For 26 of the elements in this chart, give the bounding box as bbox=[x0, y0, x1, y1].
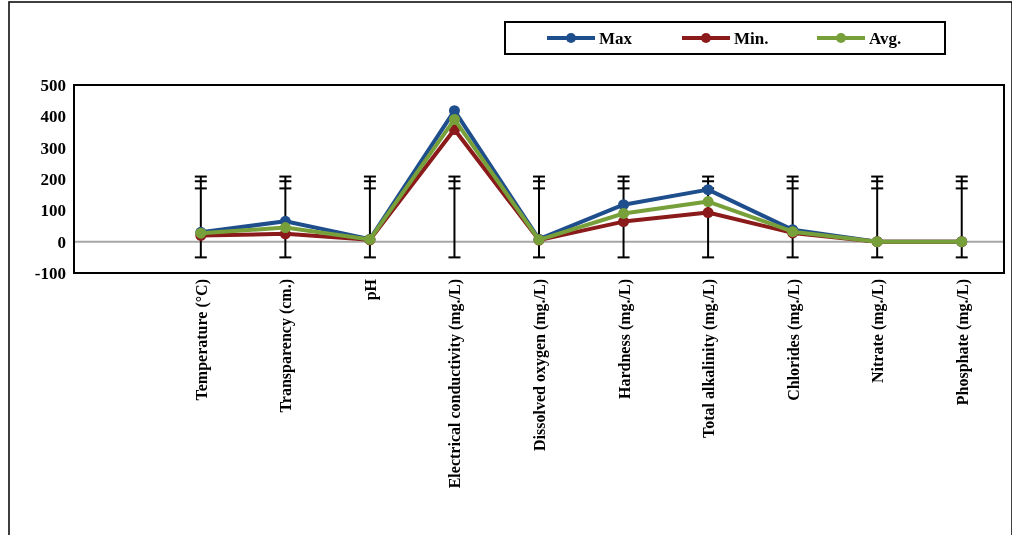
point bbox=[702, 207, 714, 219]
y-tick-label: 300 bbox=[40, 138, 66, 158]
y-tick-label: 400 bbox=[40, 107, 66, 127]
legend-label: Avg. bbox=[869, 29, 902, 48]
point bbox=[448, 113, 460, 125]
x-tick-label: Chlorides (mg./L) bbox=[784, 279, 803, 401]
x-tick-label: Temperature (°C) bbox=[192, 279, 211, 401]
x-tick-label: Hardness (mg./L) bbox=[615, 279, 634, 399]
x-tick-label: Electrical conductivity (mg./L) bbox=[446, 279, 465, 489]
x-tick-label: pH bbox=[361, 278, 380, 301]
x-tick-label: Dissolved oxygen (mg./L) bbox=[531, 279, 549, 451]
y-tick-label: 0 bbox=[57, 232, 66, 252]
x-tick-label: Nitrate (mg./L) bbox=[869, 279, 888, 383]
y-tick-label: 100 bbox=[40, 201, 66, 221]
x-tick-label: Total alkalinity (mg./L) bbox=[700, 279, 719, 438]
x-tick-label: Transparency (cm.) bbox=[277, 279, 296, 413]
point bbox=[618, 207, 630, 219]
y-tick-label: 500 bbox=[40, 76, 66, 95]
legend-label: Min. bbox=[734, 29, 769, 48]
y-tick-label: 200 bbox=[40, 170, 66, 189]
legend-label: Max bbox=[599, 29, 633, 48]
x-tick-label: Phosphate (mg./L) bbox=[953, 279, 972, 406]
y-tick-label: -100 bbox=[34, 264, 66, 283]
point bbox=[702, 196, 714, 208]
point bbox=[279, 222, 291, 234]
point bbox=[702, 184, 714, 196]
